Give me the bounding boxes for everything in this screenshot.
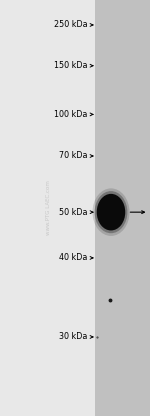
Text: 100 kDa: 100 kDa (54, 110, 88, 119)
Bar (95, 0, 150, 416)
Text: 50 kDa: 50 kDa (59, 208, 88, 217)
Text: 250 kDa: 250 kDa (54, 20, 88, 30)
Text: 40 kDa: 40 kDa (59, 253, 88, 262)
Ellipse shape (97, 194, 125, 230)
Ellipse shape (92, 188, 130, 236)
Text: www.PTG LAEC.com: www.PTG LAEC.com (45, 181, 51, 235)
Text: 150 kDa: 150 kDa (54, 61, 88, 70)
Ellipse shape (95, 191, 127, 233)
Text: 70 kDa: 70 kDa (59, 151, 88, 161)
Text: 30 kDa: 30 kDa (59, 332, 88, 342)
